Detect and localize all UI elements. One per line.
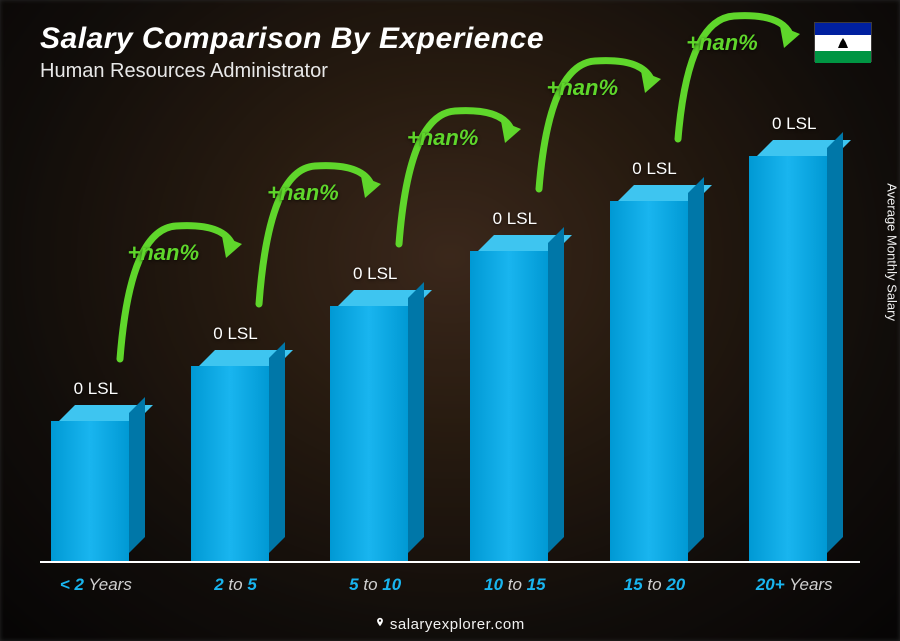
bar-front — [749, 156, 827, 561]
bar-slot: 0 LSL+nan% — [738, 105, 850, 561]
bar: 0 LSL+nan% — [470, 251, 560, 561]
bar-front — [470, 251, 548, 561]
x-axis-baseline — [40, 561, 860, 563]
bar-value-label: 0 LSL — [191, 324, 281, 344]
bar-side-face — [827, 132, 843, 553]
bar-value-label: 0 LSL — [749, 114, 839, 134]
bar-side-face — [408, 282, 424, 553]
bar-slot: 0 LSL — [40, 105, 152, 561]
bar-front — [191, 366, 269, 561]
bar-slot: 0 LSL+nan% — [319, 105, 431, 561]
x-axis-category-label: 2 to 5 — [180, 575, 292, 595]
bar-front — [51, 421, 129, 561]
chart-container: Salary Comparison By Experience Human Re… — [0, 0, 900, 641]
bar: 0 LSL+nan% — [191, 366, 281, 561]
bar-side-face — [548, 227, 564, 553]
bar-front — [610, 201, 688, 561]
bar-value-label: 0 LSL — [330, 264, 420, 284]
x-axis-category-label: 5 to 10 — [319, 575, 431, 595]
bar-side-face — [688, 177, 704, 553]
bar-slot: 0 LSL+nan% — [599, 105, 711, 561]
bar-chart: 0 LSL 0 LSL+nan% 0 LSL+nan% 0 LSL+nan% 0 LSL… — [40, 105, 850, 561]
bar: 0 LSL — [51, 421, 141, 561]
bar-value-label: 0 LSL — [470, 209, 560, 229]
x-axis-category-label: < 2 Years — [40, 575, 152, 595]
page-title: Salary Comparison By Experience — [40, 22, 860, 56]
y-axis-label: Average Monthly Salary — [885, 183, 900, 321]
bar: 0 LSL+nan% — [330, 306, 420, 561]
bar-slot: 0 LSL+nan% — [459, 105, 571, 561]
footer-credit: salaryexplorer.com — [0, 615, 900, 633]
page-subtitle: Human Resources Administrator — [40, 60, 860, 83]
bar-front — [330, 306, 408, 561]
footer-text: salaryexplorer.com — [390, 616, 525, 633]
bar: 0 LSL+nan% — [610, 201, 700, 561]
bar-side-face — [269, 342, 285, 553]
bar-value-label: 0 LSL — [51, 379, 141, 399]
bar-side-face — [129, 397, 145, 553]
x-axis-labels: < 2 Years 2 to 5 5 to 10 10 to 15 15 to 20 20… — [40, 575, 850, 595]
mokorotlo-icon — [838, 38, 848, 48]
country-flag-lesotho — [814, 22, 872, 62]
bar-value-label: 0 LSL — [610, 159, 700, 179]
x-axis-category-label: 15 to 20 — [599, 575, 711, 595]
bar-slot: 0 LSL+nan% — [180, 105, 292, 561]
x-axis-category-label: 20+ Years — [738, 575, 850, 595]
location-pin-icon — [375, 615, 385, 629]
bar: 0 LSL+nan% — [749, 156, 839, 561]
x-axis-category-label: 10 to 15 — [459, 575, 571, 595]
